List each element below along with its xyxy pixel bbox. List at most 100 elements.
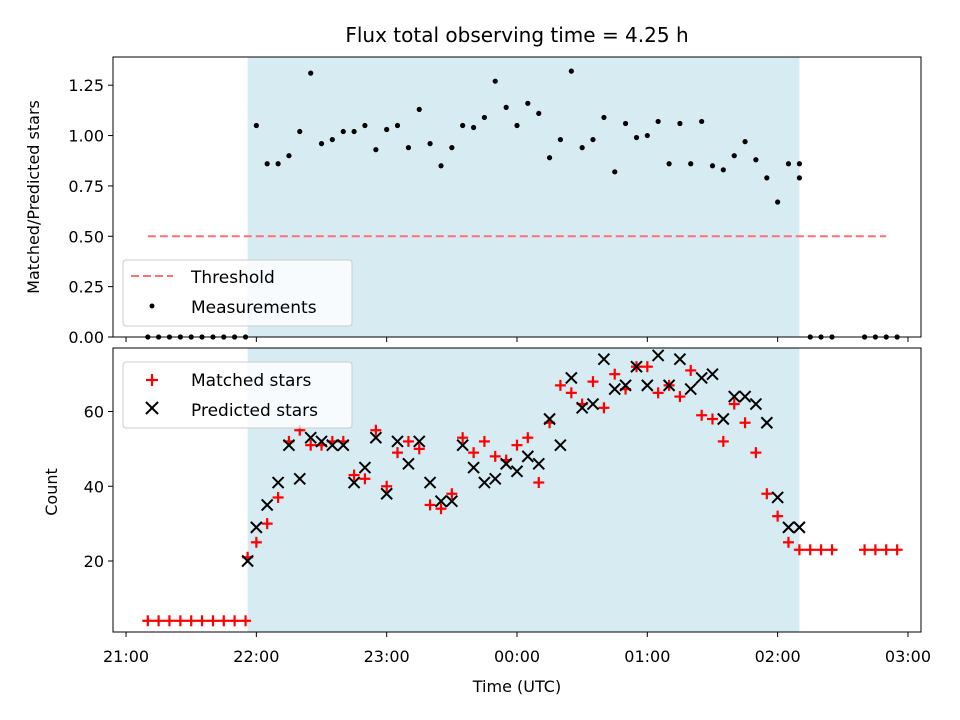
matched-star-point bbox=[793, 544, 805, 556]
matched-star-point bbox=[196, 615, 208, 627]
matched-star-point bbox=[489, 450, 501, 462]
x-tick-label: 03:00 bbox=[885, 647, 931, 666]
x-tick-label: 23:00 bbox=[364, 647, 410, 666]
matched-star-point bbox=[772, 510, 784, 522]
measurement-point bbox=[253, 122, 259, 129]
measurement-point bbox=[525, 100, 531, 106]
measurement-point bbox=[677, 120, 683, 127]
predicted-star-point bbox=[554, 438, 567, 452]
matched-star-point bbox=[478, 435, 490, 447]
legend-matched-label: Matched stars bbox=[191, 371, 311, 391]
predicted-star-point bbox=[565, 371, 578, 385]
measurement-point bbox=[275, 161, 281, 167]
legend-measurements-swatch bbox=[149, 303, 155, 309]
ratio-legend[interactable]: Threshold Measurements bbox=[122, 259, 353, 327]
measurement-point bbox=[666, 161, 672, 167]
matched-star-point bbox=[240, 615, 252, 627]
matched-star-point bbox=[880, 544, 892, 556]
matched-star-point bbox=[272, 491, 284, 503]
matched-star-point bbox=[402, 435, 414, 447]
measurement-point bbox=[601, 114, 607, 121]
matched-star-point bbox=[815, 544, 827, 556]
measurement-point bbox=[633, 134, 640, 141]
matched-star-point bbox=[609, 368, 621, 380]
measurement-point bbox=[460, 122, 466, 129]
y-tick-label: 0.75 bbox=[68, 177, 104, 196]
predicted-star-point bbox=[608, 382, 621, 396]
predicted-star-point bbox=[391, 435, 404, 448]
matched-star-point bbox=[174, 615, 186, 627]
predicted-star-point bbox=[456, 438, 469, 452]
measurement-point bbox=[471, 124, 477, 131]
matched-star-point bbox=[305, 439, 317, 451]
measurement-point bbox=[481, 114, 488, 121]
matched-star-point bbox=[533, 477, 545, 489]
matched-star-point bbox=[804, 544, 816, 556]
x-tick-label: 01:00 bbox=[624, 647, 670, 666]
count-y-ticks: 20 40 60 bbox=[84, 403, 113, 571]
measurement-point bbox=[264, 161, 270, 167]
matched-star-point bbox=[565, 387, 577, 399]
predicted-star-point bbox=[478, 476, 491, 489]
y-tick-label: 0.25 bbox=[68, 278, 104, 297]
predicted-star-point bbox=[423, 476, 437, 489]
measurement-point bbox=[688, 161, 694, 167]
predicted-star-point bbox=[445, 495, 459, 508]
ratio-y-ticks: 0.00 0.25 0.50 0.75 1.00 1.25 bbox=[68, 76, 113, 347]
predicted-star-point bbox=[337, 438, 350, 452]
predicted-star-point bbox=[662, 379, 676, 392]
matched-star-point bbox=[370, 424, 382, 436]
y-tick-label: 0.50 bbox=[68, 227, 104, 246]
matched-star-point bbox=[359, 473, 371, 485]
measurement-point bbox=[644, 132, 650, 139]
measurement-point bbox=[775, 199, 781, 205]
matched-star-point bbox=[391, 447, 403, 459]
measurement-point bbox=[590, 136, 596, 143]
count-legend[interactable]: Matched stars Predicted stars bbox=[122, 361, 353, 429]
matched-star-point bbox=[348, 469, 360, 481]
matched-star-point bbox=[869, 544, 881, 556]
predicted-star-point bbox=[380, 487, 393, 500]
predicted-star-point bbox=[706, 367, 719, 381]
measurement-point bbox=[340, 128, 346, 135]
predicted-star-point bbox=[347, 476, 361, 489]
legend-threshold-label: Threshold bbox=[190, 268, 275, 288]
measurement-point bbox=[286, 153, 292, 159]
measurement-point bbox=[373, 147, 379, 153]
predicted-star-point bbox=[532, 457, 545, 471]
measurement-point bbox=[351, 128, 357, 135]
matched-star-point bbox=[598, 402, 610, 414]
predicted-star-point bbox=[293, 472, 306, 485]
predicted-star-point bbox=[543, 412, 556, 426]
matched-star-point bbox=[218, 615, 230, 627]
matched-star-point bbox=[782, 536, 794, 548]
x-tick-label: 21:00 bbox=[103, 647, 149, 666]
matched-star-point bbox=[435, 503, 447, 515]
measurement-point bbox=[796, 161, 803, 167]
matched-star-point bbox=[685, 364, 697, 376]
matched-star-point bbox=[468, 447, 480, 459]
predicted-star-point bbox=[630, 360, 643, 373]
predicted-star-point bbox=[271, 476, 285, 489]
measurement-point bbox=[492, 78, 498, 84]
predicted-star-point bbox=[771, 491, 784, 504]
matched-star-point bbox=[522, 432, 534, 444]
measurement-point bbox=[536, 110, 542, 117]
measurement-point bbox=[546, 155, 553, 161]
measurement-point bbox=[503, 104, 509, 110]
measurement-point bbox=[731, 153, 737, 159]
predicted-star-point bbox=[586, 397, 600, 411]
measurement-point bbox=[557, 136, 563, 143]
matched-star-point bbox=[413, 443, 425, 455]
matched-star-point bbox=[750, 447, 762, 459]
predicted-star-point bbox=[467, 461, 480, 474]
matched-star-point bbox=[674, 391, 686, 403]
chart-title: Flux total observing time = 4.25 h bbox=[345, 23, 688, 47]
predicted-star-point bbox=[402, 457, 415, 471]
predicted-star-point bbox=[782, 521, 795, 534]
matched-star-point bbox=[641, 361, 653, 373]
legend-matched-swatch bbox=[146, 374, 158, 386]
measurement-point bbox=[308, 70, 314, 76]
matched-star-point bbox=[457, 432, 469, 444]
